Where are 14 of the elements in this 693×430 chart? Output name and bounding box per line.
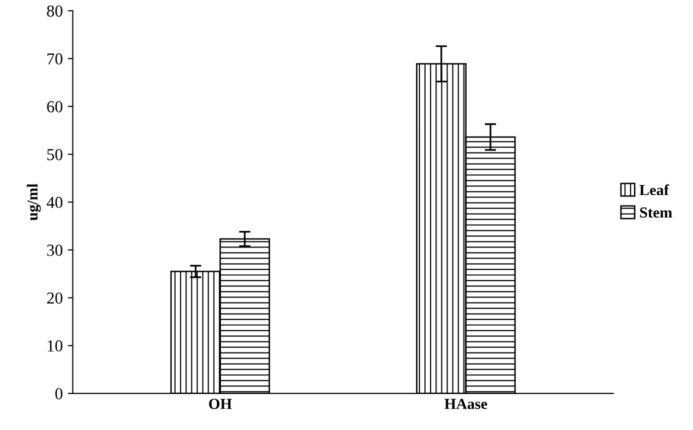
y-axis-title: ug/ml [26,184,41,221]
y-tick-label: 0 [55,388,62,400]
y-tick-label: 30 [47,244,62,256]
x-tick-label: OH [209,398,232,410]
legend-label: Leaf [640,184,670,196]
legend-label: Stem [640,207,672,218]
y-tick-label: 10 [48,340,62,352]
y-tick-label: 40 [46,196,62,208]
y-tick-label: 20 [47,292,62,304]
y-tick-label: 50 [47,148,62,160]
y-tick-label: 70 [47,53,62,65]
y-tick-label: 60 [47,101,62,112]
x-tick-label: HAase [444,398,488,410]
y-tick-label: 80 [47,5,62,17]
